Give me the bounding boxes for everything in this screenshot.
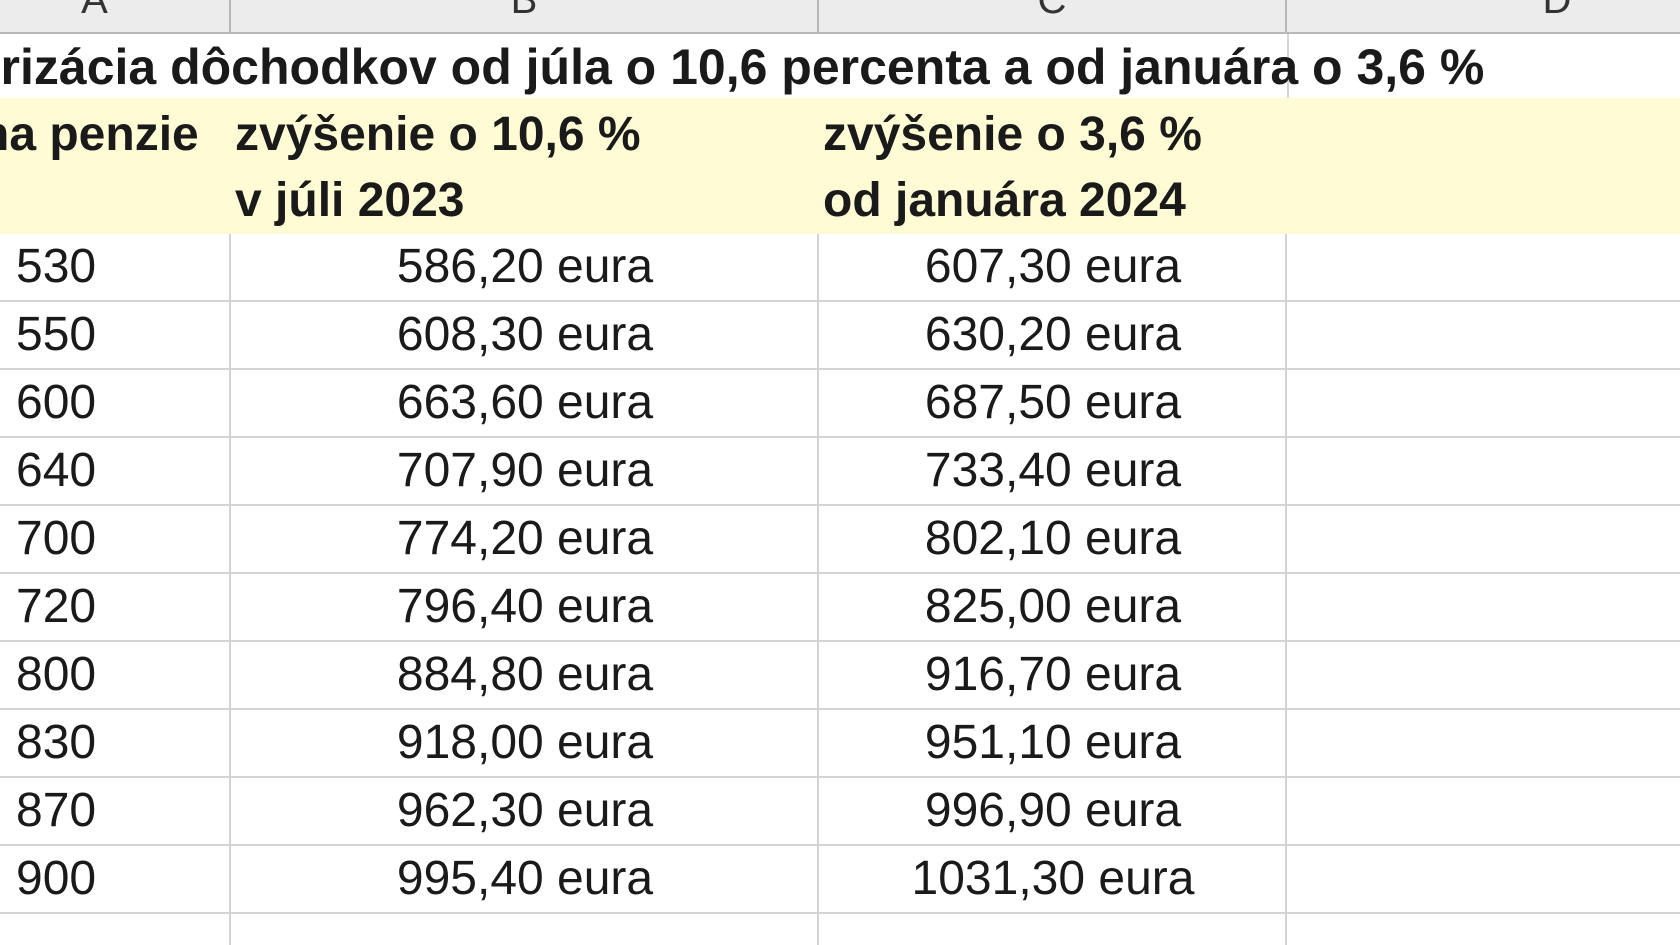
cell-a[interactable]: 800 [16,648,97,701]
grid-line [1287,34,1289,98]
cell-a[interactable]: 900 [16,852,97,905]
cell-c[interactable]: 802,10 eura [924,512,1182,565]
cell-a[interactable]: 550 [16,308,97,361]
cell-b[interactable]: 796,40 eura [396,580,654,633]
column-header-bar: A B C D [0,0,1680,34]
table-row: 720 796,40 eura 825,00 eura [0,574,1680,642]
table-row: 830 918,00 eura 951,10 eura [0,710,1680,778]
table-row: 800 884,80 eura 916,70 eura [0,642,1680,710]
cell-a[interactable]: 870 [16,784,97,837]
cell-c[interactable]: 687,50 eura [924,376,1182,429]
table-row: 870 962,30 eura 996,90 eura [0,778,1680,846]
header-cell-c-line2[interactable]: od januára 2024 [823,174,1186,227]
cell-c[interactable]: 916,70 eura [924,648,1182,701]
grid-line [1285,234,1287,945]
cell-a[interactable]: 640 [16,444,97,497]
table-row: 640 707,90 eura 733,40 eura [0,438,1680,506]
cell-a[interactable]: 720 [16,580,97,633]
cell-b[interactable]: 995,40 eura [396,852,654,905]
cell-b[interactable]: 707,90 eura [396,444,654,497]
cell-b[interactable]: 608,30 eura [396,308,654,361]
cell-b[interactable]: 918,00 eura [396,716,654,769]
cell-b[interactable]: 884,80 eura [396,648,654,701]
table-row: 700 774,20 eura 802,10 eura [0,506,1680,574]
table-row: 550 608,30 eura 630,20 eura [0,302,1680,370]
header-cell-c-line1[interactable]: zvýšenie o 3,6 % [823,108,1202,161]
cell-b[interactable] [231,914,819,945]
table-row: 600 663,60 eura 687,50 eura [0,370,1680,438]
cell-b[interactable]: 774,20 eura [396,512,654,565]
title-cell[interactable]: orizácia dôchodkov od júla o 10,6 percen… [0,39,1485,95]
cell-b[interactable]: 962,30 eura [396,784,654,837]
cell-a[interactable]: 830 [16,716,97,769]
cell-c[interactable]: 1031,30 eura [911,852,1195,905]
title-row: orizácia dôchodkov od júla o 10,6 percen… [0,34,1680,98]
cell-c[interactable]: 607,30 eura [924,240,1182,293]
cell-c[interactable] [819,914,1287,945]
header-cell-b-line1[interactable]: zvýšenie o 10,6 % [235,108,641,161]
cell-b[interactable]: 586,20 eura [396,240,654,293]
cell-b[interactable]: 663,60 eura [396,376,654,429]
cell-c[interactable]: 733,40 eura [924,444,1182,497]
column-header-b[interactable]: B [231,0,819,32]
cell-c[interactable]: 951,10 eura [924,716,1182,769]
grid-line [229,234,231,945]
table-row: 900 995,40 eura 1031,30 eura [0,846,1680,914]
header-band: na penzie zvýšenie o 10,6 % v júli 2023 … [0,98,1680,234]
cell-c[interactable]: 825,00 eura [924,580,1182,633]
column-header-a[interactable]: A [0,0,231,32]
cell-c[interactable]: 630,20 eura [924,308,1182,361]
header-cell-b-line2[interactable]: v júli 2023 [235,174,465,227]
grid-line [817,234,819,945]
column-header-c[interactable]: C [819,0,1287,32]
header-cell-a[interactable]: na penzie [0,108,199,161]
cell-c[interactable]: 996,90 eura [924,784,1182,837]
table-row [0,914,1680,945]
table-row: 530 586,20 eura 607,30 eura [0,234,1680,302]
data-grid: 530 586,20 eura 607,30 eura 550 608,30 e… [0,234,1680,945]
cell-a[interactable]: 530 [16,240,97,293]
cell-a[interactable] [16,914,216,945]
cell-a[interactable]: 600 [16,376,97,429]
column-header-d[interactable]: D [1542,0,1572,22]
cell-a[interactable]: 700 [16,512,97,565]
